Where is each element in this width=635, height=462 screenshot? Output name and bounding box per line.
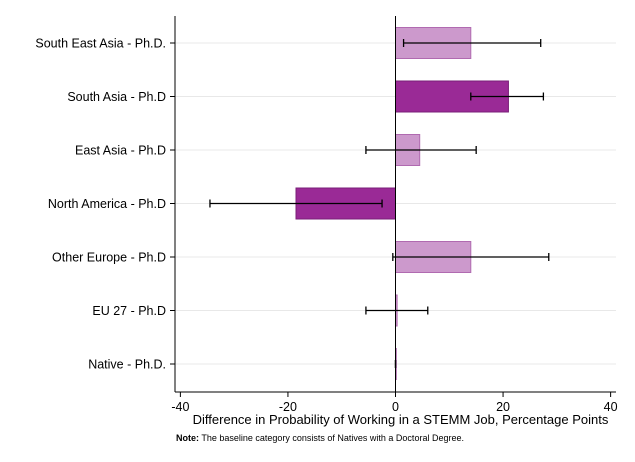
category-label: EU 27 - Ph.D — [92, 304, 166, 318]
category-label: South Asia - Ph.D — [67, 90, 166, 104]
error-bar — [365, 146, 477, 154]
category-label: Native - Ph.D. — [88, 358, 166, 372]
note-label: Note: — [176, 433, 199, 443]
category-label: Other Europe - Ph.D — [52, 251, 166, 265]
category-label: East Asia - Ph.D — [75, 144, 166, 158]
error-bars — [209, 39, 550, 368]
error-bar — [365, 306, 429, 315]
axes — [170, 16, 616, 397]
x-tick-label: -20 — [279, 400, 297, 414]
error-bar — [402, 39, 542, 47]
footnote: Note: The baseline category consists of … — [176, 433, 464, 443]
note-text: The baseline category consists of Native… — [199, 433, 464, 443]
x-tick-labels: -40 -20 0 20 40 — [171, 400, 617, 414]
x-tick-label: -40 — [171, 400, 189, 414]
error-bar — [470, 92, 545, 101]
error-bar — [392, 253, 550, 261]
x-tick-label: 0 — [392, 400, 399, 414]
category-label: North America - Ph.D — [48, 197, 166, 211]
x-axis-label: Difference in Probability of Working in … — [193, 412, 609, 427]
category-labels: South East Asia - Ph.D. South Asia - Ph.D… — [35, 37, 166, 372]
category-label: South East Asia - Ph.D. — [35, 37, 166, 51]
x-tick-label: 40 — [604, 400, 618, 414]
x-tick-label: 20 — [496, 400, 510, 414]
error-bar — [209, 199, 383, 208]
